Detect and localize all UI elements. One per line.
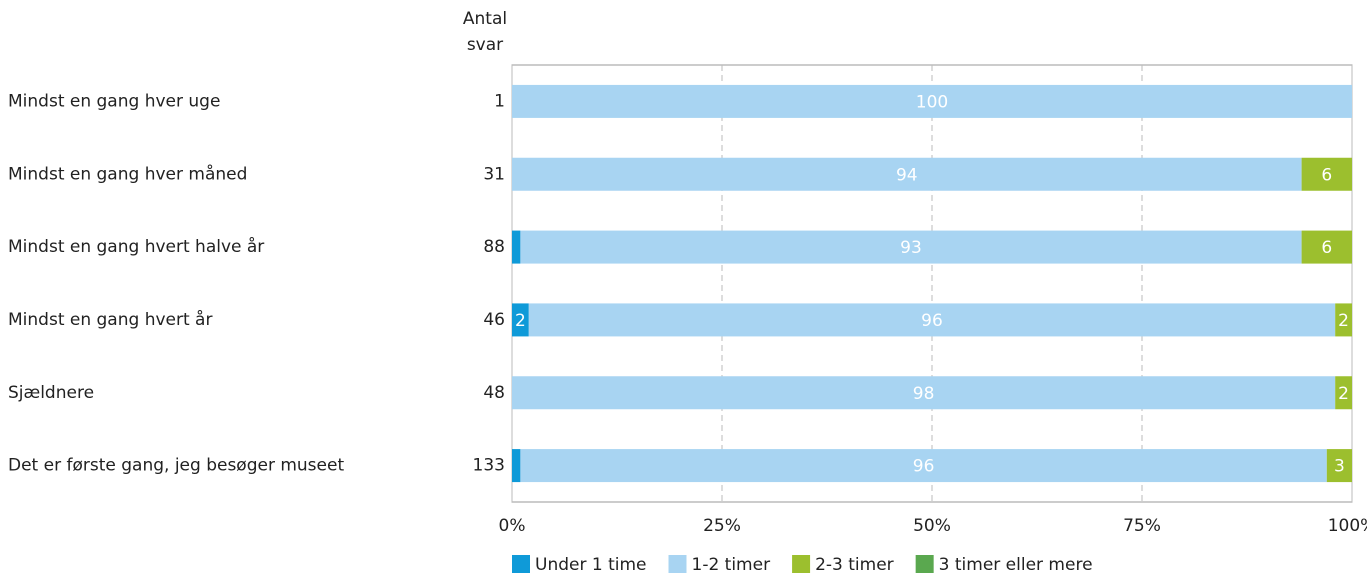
x-tick-label: 75% [1123, 516, 1161, 536]
count-label: 46 [483, 310, 505, 330]
legend-label: 3 timer eller mere [939, 555, 1093, 575]
value-label: 94 [896, 165, 918, 185]
category-label: Mindst en gang hver måned [8, 163, 247, 184]
legend-swatch [792, 555, 811, 573]
value-label: 3 [1334, 457, 1345, 477]
value-label: 96 [921, 311, 943, 331]
bar-segment [520, 230, 1302, 264]
legend-swatch [512, 555, 530, 573]
legend-swatch [915, 555, 934, 573]
bar-segment [512, 230, 521, 264]
bar-segment [512, 449, 521, 483]
bar-segment [1301, 230, 1352, 264]
legend-label: Under 1 time [535, 555, 647, 575]
category-label: Det er første gang, jeg besøger museet [8, 456, 344, 476]
bar-segment [1335, 376, 1352, 410]
count-label: 133 [473, 456, 505, 476]
bar-segment [520, 449, 1327, 483]
category-label: Mindst en gang hvert halve år [8, 236, 264, 257]
value-label: 2 [515, 311, 526, 331]
bar-segment [1335, 303, 1352, 337]
x-tick-label: 100% [1328, 516, 1367, 536]
value-label: 96 [913, 457, 935, 477]
legend-label: 1-2 timer [692, 555, 771, 575]
category-label: Mindst en gang hver uge [8, 91, 220, 111]
legend-swatch [668, 555, 687, 573]
bar-segment [1326, 449, 1352, 483]
bar-segment [512, 84, 1352, 118]
x-tick-label: 25% [703, 516, 741, 536]
legend-label: 2-3 timer [815, 555, 894, 575]
count-label: 48 [483, 383, 505, 403]
x-tick-label: 50% [913, 516, 951, 536]
value-label: 6 [1321, 238, 1332, 258]
value-label: 6 [1321, 165, 1332, 185]
bar-segment [512, 157, 1302, 191]
value-label: 2 [1338, 384, 1349, 404]
value-label: 2 [1338, 311, 1349, 331]
x-tick-label: 0% [499, 516, 526, 536]
count-label: 31 [483, 164, 505, 184]
category-label: Mindst en gang hvert år [8, 309, 212, 330]
value-label: 98 [913, 384, 935, 404]
value-label: 93 [900, 238, 922, 258]
bar-segment [528, 303, 1336, 337]
count-label: 1 [494, 91, 505, 111]
bar-segment [512, 303, 529, 337]
category-label: Sjældnere [8, 383, 94, 403]
bar-segment [512, 376, 1336, 410]
count-header: Antal svar [462, 9, 508, 55]
value-label: 100 [916, 92, 948, 112]
bar-segment [1301, 157, 1352, 191]
count-label: 88 [483, 237, 505, 257]
